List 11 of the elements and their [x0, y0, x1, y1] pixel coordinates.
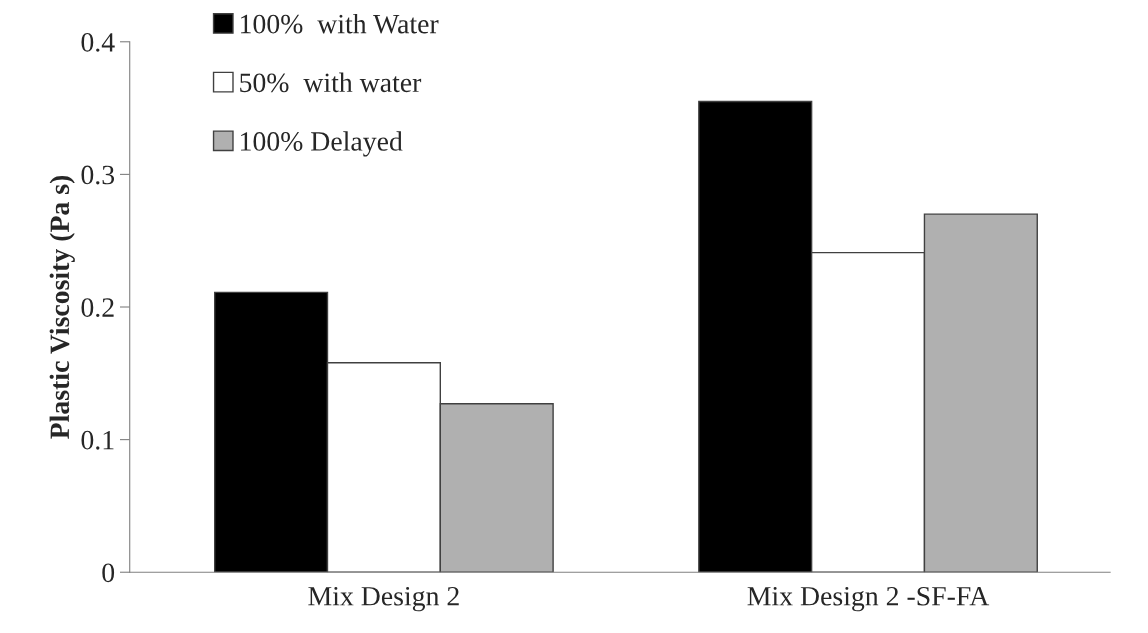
x-tick-label: Mix Design 2: [308, 586, 459, 612]
y-tick-label: 0: [102, 563, 115, 583]
y-tick-label: 0.2: [81, 298, 114, 318]
legend-label: 50% with water: [240, 72, 422, 93]
y-axis-title: Plastic Viscosity (Pa s): [49, 175, 75, 439]
legend-label: 100% with Water: [240, 13, 439, 34]
x-tick-label: Mix Design 2 -SF-FA: [747, 586, 990, 612]
legend-label: 100% Delayed: [240, 131, 403, 157]
y-tick-label: 0.1: [81, 430, 114, 450]
y-tick-label: 0.3: [81, 165, 115, 185]
y-tick-label: 0.4: [81, 32, 115, 52]
